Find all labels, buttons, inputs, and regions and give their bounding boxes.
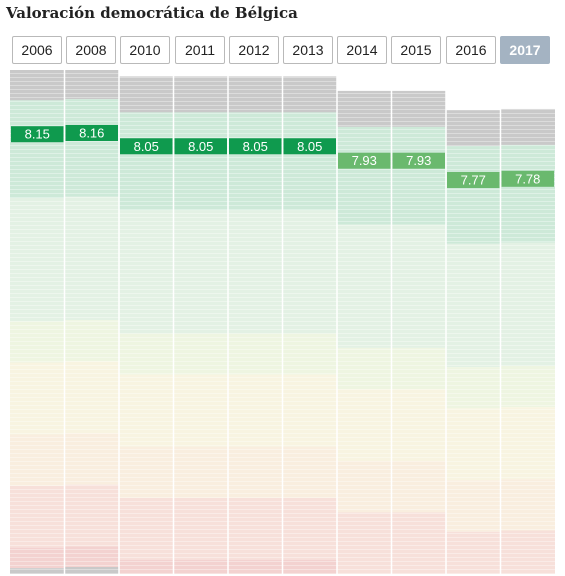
value-bar-2006	[11, 126, 64, 143]
value-bar-2017	[501, 170, 554, 187]
value-label-2017: 7.78	[515, 171, 540, 186]
value-bar-2013	[283, 138, 336, 155]
year-column-2008	[64, 70, 119, 574]
value-label-2013: 8.05	[297, 139, 322, 154]
value-label-2011: 8.05	[188, 139, 213, 154]
value-label-2010: 8.05	[134, 139, 159, 154]
year-column-2014	[337, 70, 392, 574]
year-column-2006	[10, 70, 65, 574]
stripe-overlay	[391, 70, 446, 574]
value-label-2008: 8.16	[79, 126, 104, 141]
year-column-2016	[446, 70, 501, 574]
democracy-chart: 8.15 8.16 8.05 8.05 8.05 8.05 7.93 7.93 7.77 7.78	[10, 70, 555, 574]
value-bar-2012	[229, 138, 282, 155]
value-bar-2015	[392, 152, 445, 169]
year-column-2017	[500, 70, 555, 574]
tab-year-2011[interactable]: 2011	[175, 36, 225, 64]
stripe-overlay	[446, 70, 501, 574]
stripe-overlay	[64, 70, 119, 574]
tab-year-2015[interactable]: 2015	[391, 36, 441, 64]
year-column-2013	[282, 70, 337, 574]
tab-year-2013[interactable]: 2013	[283, 36, 333, 64]
tab-year-2010[interactable]: 2010	[120, 36, 170, 64]
value-label-2006: 8.15	[25, 127, 50, 142]
value-label-2016: 7.77	[461, 173, 486, 188]
tab-year-2014[interactable]: 2014	[337, 36, 387, 64]
tab-year-2008[interactable]: 2008	[66, 36, 116, 64]
chart-title: Valoración democrática de Bélgica	[6, 4, 298, 22]
year-column-2015	[391, 70, 446, 574]
stripe-overlay	[337, 70, 392, 574]
tab-year-2016[interactable]: 2016	[446, 36, 496, 64]
value-label-2014: 7.93	[352, 153, 377, 168]
stripe-overlay	[10, 70, 65, 574]
tab-year-2012[interactable]: 2012	[229, 36, 279, 64]
value-bar-2014	[338, 152, 391, 169]
value-bar-2016	[447, 172, 500, 188]
year-selector: 2006 2008 2010 2011 2012 2013 2014 2015 2016 2017	[12, 36, 554, 66]
tab-year-2017[interactable]: 2017	[500, 36, 550, 64]
value-bar-2011	[174, 138, 227, 155]
tab-year-2006[interactable]: 2006	[12, 36, 62, 64]
value-label-2015: 7.93	[406, 153, 431, 168]
value-label-2012: 8.05	[243, 139, 268, 154]
value-bar-2008	[65, 125, 118, 141]
value-bar-2010	[120, 138, 173, 155]
stripe-overlay	[500, 70, 555, 574]
